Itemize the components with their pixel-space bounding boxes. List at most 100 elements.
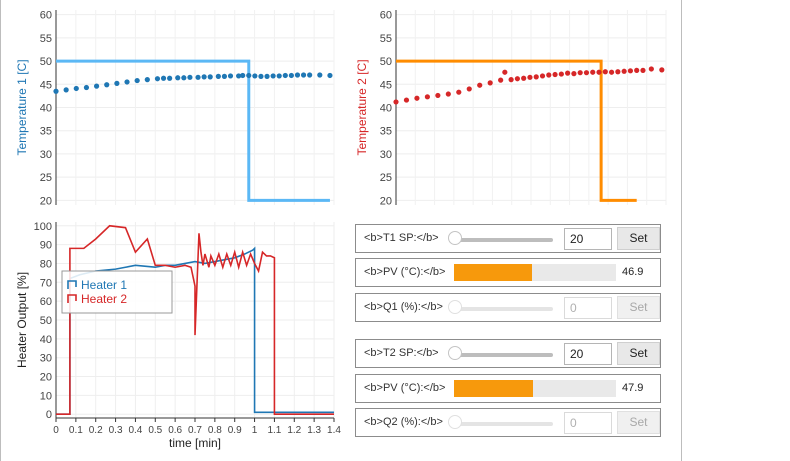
- measured-point: [445, 91, 451, 97]
- y-tick-label: 70: [40, 277, 52, 289]
- temperature-2-chart: 20 25 30 35 40 45 50 55 60 Temperature 2 [C]: [355, 10, 667, 207]
- x-tick-label: 0.2: [89, 425, 103, 436]
- measured-point: [264, 73, 270, 79]
- measured-point: [621, 68, 627, 74]
- y-tick-label: 40: [40, 103, 52, 115]
- x-tick-label: 0.1: [69, 425, 83, 436]
- t1-setpoint-label: <b>T1 SP:</b>: [364, 232, 439, 244]
- measured-point: [104, 82, 110, 88]
- q1-set-button[interactable]: Set: [617, 296, 660, 319]
- q2-slider-track[interactable]: [456, 422, 553, 426]
- measured-point: [602, 69, 608, 75]
- heater-output-chart: 0 10 20 30 40 50 60 70 80 90 100 0 0.1 0.2 0.3 0.4 0.5 0.…: [15, 221, 341, 450]
- y-tick-label: 60: [380, 10, 392, 22]
- measured-point: [514, 76, 520, 82]
- measured-point: [327, 72, 333, 79]
- t2-set-button[interactable]: Set: [617, 342, 660, 365]
- q1-slider-track[interactable]: [456, 307, 553, 311]
- measured-point: [590, 69, 596, 75]
- legend-box: [61, 270, 173, 314]
- t2-setpoint-slider-track[interactable]: [456, 353, 553, 357]
- measured-point: [608, 69, 615, 75]
- measured-point: [258, 73, 264, 79]
- measured-point: [252, 73, 258, 79]
- y-tick-label: 25: [380, 172, 392, 184]
- y-tick-label: 30: [40, 353, 52, 365]
- y-axis-title: Temperature 2 [C]: [355, 59, 369, 155]
- y-tick-label: 30: [380, 149, 392, 161]
- x-tick-label: 1.1: [267, 425, 281, 436]
- pv2-progress-bar: [454, 380, 616, 397]
- x-tick-label: 0.4: [128, 425, 142, 436]
- measured-point: [187, 74, 193, 80]
- t1-setpoint-slider-handle[interactable]: [448, 231, 462, 245]
- measured-point: [615, 69, 621, 75]
- q1-slider-handle[interactable]: [448, 300, 462, 314]
- y-tick-label: 35: [40, 126, 52, 138]
- x-tick-label: 1.3: [307, 425, 321, 436]
- y-tick-label: 20: [380, 195, 392, 207]
- measured-point: [640, 67, 646, 73]
- x-tick-label: 0.3: [109, 425, 123, 436]
- pv1-progress-fill: [454, 264, 532, 281]
- measured-point: [539, 73, 546, 79]
- y-tick-label: 45: [40, 79, 52, 91]
- measured-point: [424, 94, 430, 100]
- y-tick-label: 40: [40, 334, 52, 346]
- t1-set-button[interactable]: Set: [617, 227, 660, 250]
- x-axis-title: time [min]: [169, 436, 221, 450]
- y-tick-label: 20: [40, 372, 52, 384]
- y-tick-label: 10: [40, 390, 52, 402]
- measured-point: [300, 72, 307, 78]
- t1-setpoint-slider-track[interactable]: [456, 238, 553, 242]
- measured-point: [282, 72, 288, 79]
- y-tick-label: 45: [380, 79, 392, 91]
- q2-set-button[interactable]: Set: [617, 411, 660, 434]
- measured-point: [577, 70, 583, 76]
- t1-setpoint-input[interactable]: 20: [564, 228, 612, 250]
- measured-point: [93, 83, 100, 89]
- y-tick-label: 35: [380, 126, 392, 138]
- q1-label: <b>Q1 (%):</b>: [364, 301, 443, 313]
- x-tick-label: 1.2: [287, 425, 301, 436]
- y-tick-label: 60: [40, 296, 52, 308]
- measured-point: [215, 73, 221, 79]
- x-tick-label: 1: [252, 425, 258, 436]
- q2-input[interactable]: 0: [564, 412, 612, 434]
- measured-point: [393, 99, 399, 105]
- t2-setpoint-slider-handle[interactable]: [448, 346, 462, 360]
- x-tick-label: 0.9: [228, 425, 242, 436]
- pv1-value: 46.9: [622, 266, 644, 278]
- measured-point: [521, 75, 527, 81]
- y-tick-label: 55: [40, 33, 52, 45]
- y-tick-label: 50: [40, 56, 52, 68]
- y-tick-label: 0: [46, 409, 52, 421]
- pv2-label: <b>PV (°C):</b>: [364, 382, 446, 394]
- page-left-border: [0, 0, 1, 461]
- y-tick-label: 55: [380, 33, 392, 45]
- q1-input[interactable]: 0: [564, 297, 612, 319]
- y-tick-label: 50: [380, 56, 392, 68]
- measured-point: [144, 77, 150, 83]
- measured-point: [270, 73, 276, 79]
- y-tick-label: 20: [40, 195, 52, 207]
- q2-slider-handle[interactable]: [448, 415, 462, 429]
- measured-point: [502, 69, 508, 75]
- measured-point: [552, 71, 558, 78]
- t2-setpoint-label: <b>T2 SP:</b>: [364, 347, 439, 359]
- t2-setpoint-input[interactable]: 20: [564, 343, 612, 365]
- y-axis-title: Heater Output [%]: [15, 272, 29, 368]
- measured-point: [175, 75, 181, 81]
- measured-point: [246, 72, 252, 79]
- measured-point: [659, 67, 665, 73]
- measured-point: [83, 84, 90, 91]
- measured-point: [583, 70, 590, 76]
- y-tick-label: 50: [40, 315, 52, 327]
- setpoint-line: [56, 59, 330, 202]
- t2-setpoint-control: <b>T2 SP:</b> 20 Set: [355, 339, 661, 368]
- y-tick-label: 60: [40, 10, 52, 22]
- measured-point: [498, 77, 504, 83]
- measured-point: [565, 70, 571, 76]
- measured-point: [403, 97, 410, 103]
- measured-point: [466, 86, 472, 92]
